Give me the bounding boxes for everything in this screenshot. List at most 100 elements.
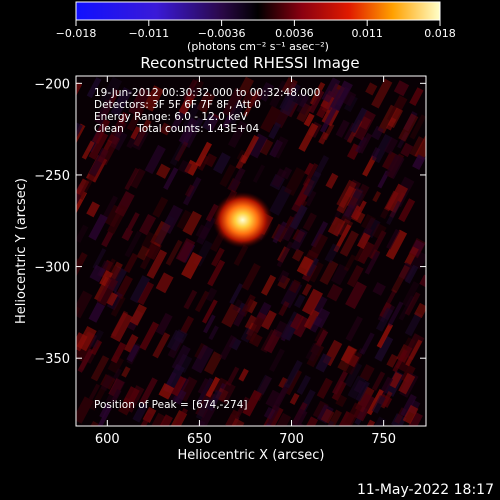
noise-streak	[391, 413, 407, 426]
noise-streak	[196, 216, 216, 245]
noise-streak	[100, 374, 116, 390]
noise-streak	[400, 142, 414, 158]
noise-streak	[139, 377, 158, 405]
noise-streak	[410, 250, 426, 270]
noise-streak	[88, 421, 102, 426]
noise-streak	[336, 185, 357, 214]
noise-streak	[392, 349, 408, 373]
noise-streak	[208, 325, 219, 341]
noise-streak	[374, 335, 394, 362]
noise-streak	[357, 132, 373, 154]
info-block: 19-Jun-2012 00:30:32.000 to 00:32:48.000…	[94, 87, 320, 411]
noise-streak	[152, 414, 173, 426]
noise-streak	[76, 396, 94, 424]
noise-streak	[110, 87, 133, 117]
info-energy: Energy Range: 6.0 - 12.0 keV	[94, 111, 248, 123]
noise-streak	[353, 379, 367, 394]
noise-streak	[367, 230, 387, 260]
noise-streak	[289, 204, 308, 230]
noise-streak	[182, 210, 202, 236]
noise-streak	[352, 109, 376, 141]
noise-streak	[101, 195, 119, 222]
noise-streak	[118, 111, 129, 125]
noise-streak	[400, 393, 417, 418]
noise-streak	[152, 332, 171, 359]
noise-streak	[391, 264, 410, 294]
noise-streak	[268, 121, 282, 140]
noise-streak	[123, 386, 140, 406]
noise-streak	[165, 239, 183, 266]
noise-streak	[166, 329, 185, 352]
noise-streak	[124, 230, 142, 258]
noise-streak	[141, 231, 158, 251]
noise-streak	[330, 80, 353, 112]
noise-streak	[188, 78, 204, 99]
noise-streak	[308, 233, 329, 259]
noise-streak	[275, 412, 292, 426]
noise-streak	[129, 303, 147, 326]
noise-streak	[142, 85, 164, 112]
noise-streak	[337, 218, 354, 238]
noise-streak	[302, 212, 317, 231]
y-axis-label: Heliocentric Y (arcsec)	[14, 178, 29, 324]
noise-streak	[233, 244, 249, 267]
noise-streak	[301, 288, 324, 316]
noise-streak	[115, 275, 133, 300]
noise-streak	[306, 352, 320, 368]
colorbar-tick-label: −0.018	[56, 27, 97, 40]
noise-streak	[409, 136, 425, 157]
noise-streak	[402, 404, 419, 425]
noise-streak	[96, 405, 113, 426]
noise-streak	[331, 380, 347, 401]
noise-streak	[318, 131, 329, 145]
noise-streak	[402, 411, 423, 426]
noise-streak	[100, 76, 123, 106]
noise-streak	[355, 380, 370, 402]
noise-streak	[92, 118, 111, 145]
noise-streak	[138, 213, 157, 236]
image-noise-layer	[76, 76, 426, 426]
noise-streak	[345, 315, 363, 342]
noise-streak	[290, 313, 305, 331]
colorbar: −0.018 −0.011 −0.0036 0.0036 0.011 0.018 (pho…	[56, 1, 456, 53]
noise-streak	[123, 252, 139, 273]
noise-streak	[372, 191, 382, 203]
noise-streak	[278, 376, 289, 389]
noise-streak	[386, 353, 399, 368]
noise-streak	[86, 352, 96, 364]
noise-streak	[356, 232, 371, 250]
noise-streak	[277, 270, 290, 284]
noise-streak	[240, 135, 260, 164]
noise-streak	[159, 122, 172, 136]
noise-streak	[228, 418, 245, 426]
info-time: 19-Jun-2012 00:30:32.000 to 00:32:48.000	[94, 87, 320, 99]
noise-streak	[375, 307, 394, 332]
noise-streak	[182, 176, 202, 206]
noise-streak	[403, 111, 418, 132]
noise-streak	[404, 246, 419, 266]
noise-streak	[203, 314, 216, 334]
noise-streak	[359, 332, 375, 355]
noise-streak	[409, 87, 424, 106]
noise-streak	[163, 167, 179, 191]
noise-streak	[176, 209, 192, 230]
noise-streak	[90, 355, 110, 382]
noise-streak	[90, 329, 104, 349]
noise-streak	[126, 212, 140, 231]
noise-streak	[315, 329, 329, 348]
y-tick-label: −350	[34, 352, 70, 367]
noise-streak	[398, 198, 416, 223]
noise-streak	[144, 240, 162, 261]
noise-streak	[360, 213, 376, 231]
noise-streak	[315, 353, 332, 373]
noise-streak	[379, 301, 392, 319]
noise-streak	[345, 281, 367, 310]
noise-streak	[398, 372, 416, 395]
noise-streak	[383, 137, 399, 155]
noise-streak	[136, 412, 153, 426]
flare-source	[212, 191, 273, 248]
noise-streak	[247, 133, 269, 159]
noise-streak	[99, 270, 113, 287]
info-peak: Position of Peak = [674,-274]	[94, 399, 248, 411]
noise-streak	[229, 167, 246, 192]
